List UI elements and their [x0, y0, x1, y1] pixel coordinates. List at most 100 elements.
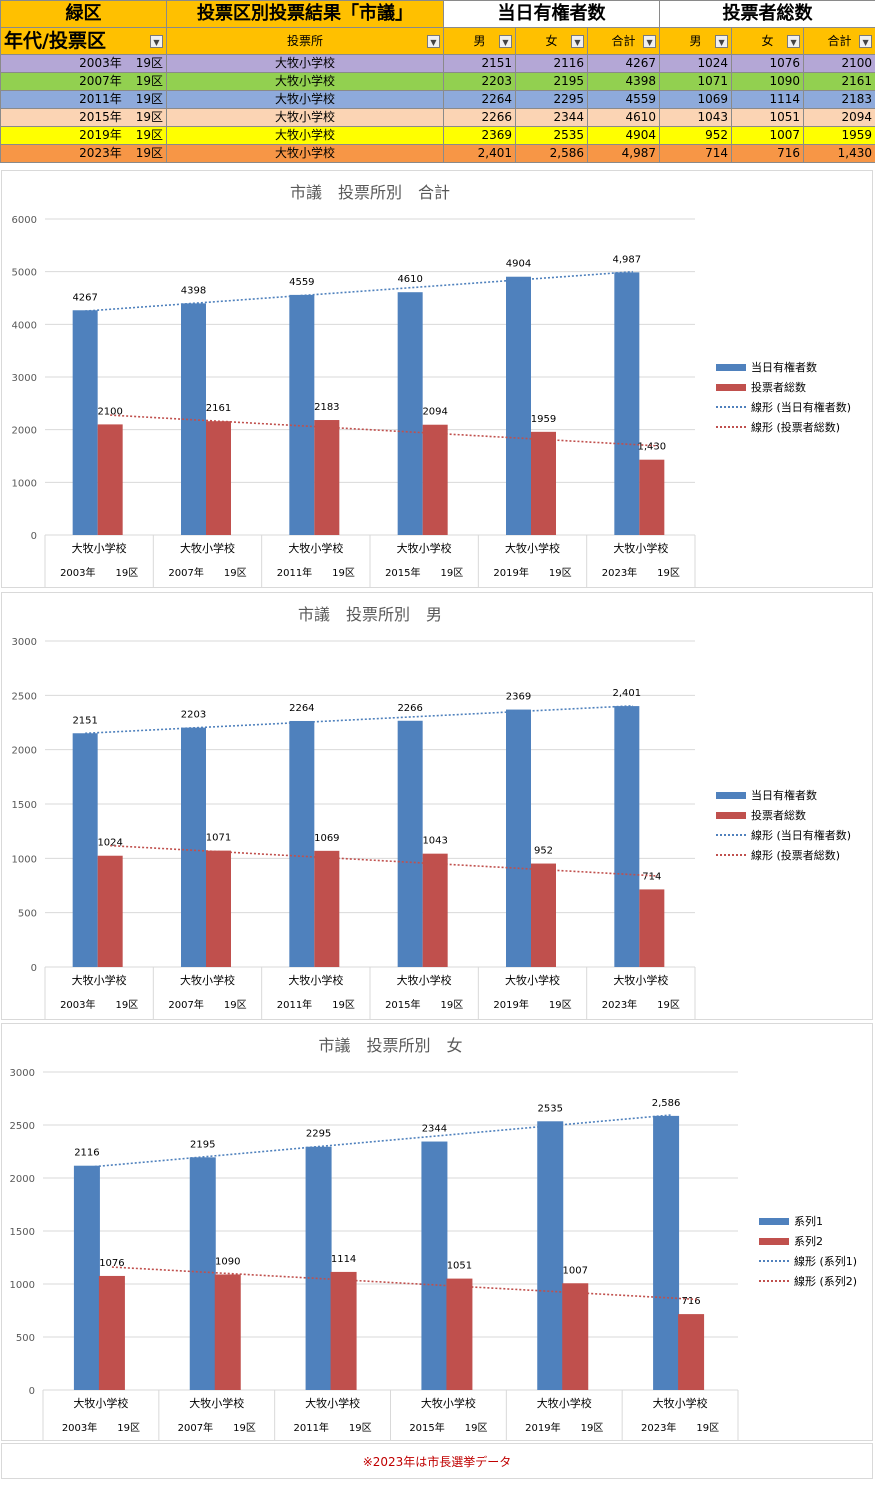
data-label: 2,401 — [613, 688, 642, 699]
place-cell[interactable]: 大牧小学校 — [166, 126, 444, 145]
bar-series1 — [506, 709, 531, 967]
filter-dropdown-icon[interactable]: ▼ — [499, 35, 512, 48]
place-cell[interactable]: 大牧小学校 — [166, 54, 444, 73]
bar-series1 — [537, 1121, 564, 1390]
value-cell[interactable]: 1024 — [659, 54, 733, 73]
value-cell[interactable]: 2195 — [515, 72, 588, 91]
x-category-label: 大牧小学校 — [72, 541, 127, 555]
value-cell[interactable]: 2094 — [803, 108, 875, 127]
x-group-label: 2015年 19区 — [385, 566, 463, 579]
y-tick-label: 1500 — [10, 1227, 35, 1238]
value-cell[interactable]: 1959 — [803, 126, 875, 145]
filter-dropdown-icon[interactable]: ▼ — [715, 35, 729, 48]
filter-active-icon[interactable]: ▼ — [427, 35, 440, 48]
filter-dropdown-icon[interactable]: ▼ — [787, 35, 801, 48]
value-cell[interactable]: 4267 — [586, 54, 661, 73]
legend-item: 線形 (系列2) — [759, 1271, 857, 1291]
value-cell[interactable]: 2369 — [443, 126, 516, 145]
value-cell[interactable]: 4398 — [586, 72, 661, 91]
era-district-cell[interactable]: 2007年 19区 — [0, 72, 167, 91]
place-cell[interactable]: 大牧小学校 — [166, 72, 444, 91]
value-cell[interactable]: 1007 — [731, 126, 805, 145]
legend-swatch — [759, 1280, 789, 1282]
x-category-label: 大牧小学校 — [305, 1396, 360, 1410]
value-cell[interactable]: 714 — [659, 144, 733, 163]
x-group-label: 2011年 19区 — [293, 1421, 371, 1434]
value-cell[interactable]: 4,987 — [586, 144, 661, 163]
legend-swatch — [759, 1237, 789, 1245]
value-cell[interactable]: 2151 — [443, 54, 516, 73]
value-cell[interactable]: 1043 — [659, 108, 733, 127]
legend-label: 線形 (当日有権者数) — [751, 401, 852, 414]
x-category-label: 大牧小学校 — [288, 541, 343, 555]
value-cell[interactable]: 4904 — [586, 126, 661, 145]
era-district-cell[interactable]: 2011年 19区 — [0, 90, 167, 109]
value-cell[interactable]: 2100 — [803, 54, 875, 73]
value-cell[interactable]: 2,586 — [515, 144, 588, 163]
value-cell[interactable]: 1114 — [731, 90, 805, 109]
value-cell[interactable]: 2264 — [443, 90, 516, 109]
legend-label: 線形 (投票者総数) — [751, 421, 841, 434]
x-category-label: 大牧小学校 — [505, 973, 560, 987]
table-row[interactable]: 2023年 19区 大牧小学校 2,401 2,586 4,987 714 716 1,430 — [0, 144, 875, 163]
value-cell[interactable]: 952 — [659, 126, 733, 145]
voters-male-header[interactable]: 男 ▼ — [659, 27, 733, 55]
value-cell[interactable]: 1071 — [659, 72, 733, 91]
value-cell[interactable]: 1090 — [731, 72, 805, 91]
value-cell[interactable]: 1051 — [731, 108, 805, 127]
table-row[interactable]: 2015年 19区 大牧小学校 2266 2344 4610 1043 1051 2094 — [0, 108, 875, 127]
x-category-label: 大牧小学校 — [73, 1396, 128, 1410]
table-row[interactable]: 2007年 19区 大牧小学校 2203 2195 4398 1071 1090 2161 — [0, 72, 875, 91]
value-cell[interactable]: 2161 — [803, 72, 875, 91]
era-district-header[interactable]: 年代/投票区 ▼ — [0, 27, 167, 55]
era-district-cell[interactable]: 2023年 19区 — [0, 144, 167, 163]
y-tick-label: 1000 — [12, 478, 37, 489]
x-group-label: 2003年 19区 — [60, 566, 138, 579]
value-cell[interactable]: 4610 — [586, 108, 661, 127]
value-cell[interactable]: 2344 — [515, 108, 588, 127]
data-label: 2,586 — [652, 1098, 681, 1109]
header-row-1: 緑区 投票区別投票結果「市議」 当日有権者数 投票者総数 — [0, 0, 875, 28]
value-cell[interactable]: 1069 — [659, 90, 733, 109]
era-district-cell[interactable]: 2015年 19区 — [0, 108, 167, 127]
bar-series1 — [397, 292, 423, 535]
place-cell[interactable]: 大牧小学校 — [166, 90, 444, 109]
value-cell[interactable]: 2183 — [803, 90, 875, 109]
filter-dropdown-icon[interactable]: ▼ — [643, 35, 657, 48]
table-row[interactable]: 2019年 19区 大牧小学校 2369 2535 4904 952 1007 1959 — [0, 126, 875, 145]
place-header[interactable]: 投票所 ▼ — [166, 27, 444, 55]
y-tick-label: 2500 — [12, 691, 37, 702]
x-group-label: 2003年 19区 — [62, 1421, 140, 1434]
filter-dropdown-icon[interactable]: ▼ — [571, 35, 584, 48]
value-cell[interactable]: 1076 — [731, 54, 805, 73]
chart-title: 市議 投票所別 女 — [318, 1036, 462, 1055]
value-cell[interactable]: 2,401 — [443, 144, 516, 163]
value-cell[interactable]: 2295 — [515, 90, 588, 109]
data-label: 1043 — [422, 836, 447, 847]
legend-swatch — [759, 1260, 789, 1262]
eligible-male-header[interactable]: 男 ▼ — [443, 27, 516, 55]
era-district-cell[interactable]: 2003年 19区 — [0, 54, 167, 73]
value-cell[interactable]: 2266 — [443, 108, 516, 127]
table-row[interactable]: 2003年 19区 大牧小学校 2151 2116 4267 1024 1076 2100 — [0, 54, 875, 73]
filter-dropdown-icon[interactable]: ▼ — [150, 35, 163, 48]
x-group-label: 2019年 19区 — [493, 998, 571, 1011]
filter-dropdown-icon[interactable]: ▼ — [859, 35, 873, 48]
value-cell[interactable]: 1,430 — [803, 144, 875, 163]
voters-female-header[interactable]: 女 ▼ — [731, 27, 805, 55]
era-district-cell[interactable]: 2019年 19区 — [0, 126, 167, 145]
eligible-female-header[interactable]: 女 ▼ — [515, 27, 588, 55]
value-cell[interactable]: 2203 — [443, 72, 516, 91]
data-label: 2195 — [190, 1139, 215, 1150]
value-cell[interactable]: 4559 — [586, 90, 661, 109]
eligible-total-header[interactable]: 合計 ▼ — [586, 27, 661, 55]
value-cell[interactable]: 2535 — [515, 126, 588, 145]
place-cell[interactable]: 大牧小学校 — [166, 144, 444, 163]
voters-total-header[interactable]: 合計 ▼ — [803, 27, 875, 55]
value-cell[interactable]: 716 — [731, 144, 805, 163]
legend-item: 投票者総数 — [716, 377, 851, 397]
data-label: 4,987 — [613, 254, 642, 265]
value-cell[interactable]: 2116 — [515, 54, 588, 73]
place-cell[interactable]: 大牧小学校 — [166, 108, 444, 127]
table-row[interactable]: 2011年 19区 大牧小学校 2264 2295 4559 1069 1114 2183 — [0, 90, 875, 109]
